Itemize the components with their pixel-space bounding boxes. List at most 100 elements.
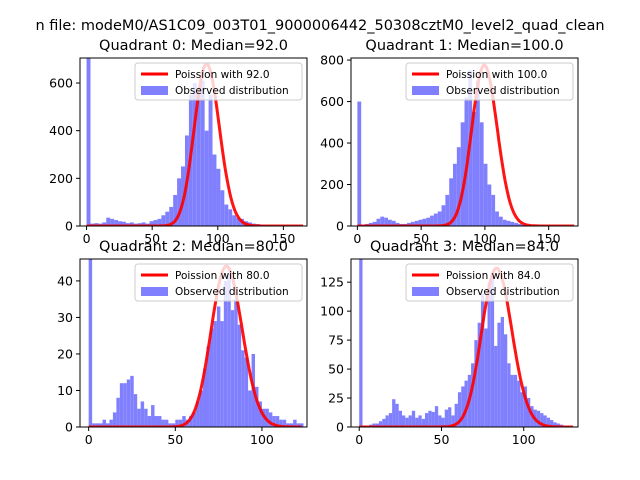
histogram-bar	[372, 221, 377, 226]
histogram-bar	[414, 220, 419, 226]
histogram-bar	[228, 209, 233, 226]
histogram-bar	[137, 408, 141, 427]
histogram-bar	[196, 401, 200, 427]
histogram-bar	[514, 222, 519, 226]
histogram-bar	[129, 222, 134, 226]
histogram-bar	[431, 411, 435, 427]
histogram-bar	[216, 168, 221, 226]
histogram-bar	[105, 423, 110, 427]
panel-title: Quadrant 1: Median=100.0	[365, 38, 563, 54]
histogram-bar	[483, 163, 488, 226]
histogram-bar	[199, 390, 204, 427]
histogram-bar	[418, 219, 423, 226]
legend-box	[405, 263, 574, 302]
x-tick-label: 0	[85, 432, 93, 447]
legend-bar-swatch	[412, 287, 439, 296]
histogram-bar	[357, 101, 362, 226]
x-tick-label: 150	[537, 231, 561, 246]
y-tick-label: 600	[320, 94, 344, 109]
y-tick-label: 25	[328, 391, 344, 406]
histogram-bar	[149, 221, 154, 226]
histogram-bar	[177, 178, 182, 226]
histogram-bar	[196, 94, 201, 226]
histogram-bar	[518, 223, 522, 226]
histogram-bar	[523, 386, 528, 427]
histogram-bar	[99, 423, 103, 427]
legend: Poission with 100.0 Observed distribution	[405, 62, 574, 101]
histogram-bar	[546, 417, 551, 427]
legend: Poission with 80.0 Observed distribution	[134, 263, 303, 302]
histogram-bar	[153, 220, 158, 226]
histogram-bar	[517, 380, 521, 427]
histogram-bar	[441, 417, 445, 427]
histogram-bar	[527, 398, 531, 427]
histogram-bar	[553, 422, 557, 427]
legend-box	[134, 263, 303, 302]
histogram-bar	[112, 412, 117, 427]
histogram-bar	[441, 205, 446, 226]
axes-frame	[350, 258, 579, 428]
histogram-bar	[411, 410, 416, 427]
x-tick-label: 0	[353, 231, 361, 246]
histogram-bar	[550, 420, 554, 427]
histogram-bar	[300, 423, 304, 427]
axes-frame	[79, 258, 308, 428]
histogram-bar	[102, 419, 106, 427]
histogram-bar	[268, 412, 273, 427]
y-tick-label: 50	[328, 362, 344, 377]
panel-title: Quadrant 3: Median=84.0	[370, 239, 559, 255]
histogram-bar	[382, 418, 386, 427]
histogram-bar	[234, 299, 238, 427]
histogram-bar	[387, 219, 392, 226]
y-tick-label: 400	[49, 123, 73, 138]
histogram-bar	[430, 215, 434, 226]
x-tick-label: 0	[83, 231, 91, 246]
legend-bar-swatch	[141, 287, 168, 296]
histogram-bar	[503, 334, 508, 427]
histogram-bar	[460, 122, 465, 226]
histogram-bar	[434, 406, 439, 427]
histogram-bar	[119, 383, 124, 427]
histogram-bar	[212, 154, 217, 226]
x-tick-label: 50	[167, 432, 183, 447]
x-tick-label: 100	[206, 231, 230, 246]
y-tick-label: 200	[320, 177, 344, 192]
x-tick-label: 50	[144, 231, 160, 246]
histogram-bar	[471, 363, 475, 427]
x-tick-label: 0	[355, 432, 363, 447]
histogram-bar	[422, 218, 427, 226]
panel-quadrant-1: 0 50 100 150 0 200 400 600 800 Quadrant 1: Median…	[320, 38, 579, 246]
histogram-bar	[133, 394, 138, 427]
histogram-bar	[449, 178, 454, 226]
panel-quadrant-3: 0 50 100 0 25 50 75 100 125 Quadrant 3: Median=84…	[320, 239, 579, 447]
histogram-bar	[490, 276, 495, 427]
histogram-bar	[275, 416, 280, 427]
histogram-bar	[385, 415, 389, 427]
histogram-bar	[296, 423, 301, 427]
histogram-bar	[375, 423, 379, 427]
x-tick-label: 150	[271, 231, 295, 246]
y-tick-label: 800	[320, 53, 344, 68]
histogram-bar	[241, 350, 245, 427]
histogram-bar	[556, 423, 560, 427]
legend: Poission with 92.0 Observed distribution	[134, 62, 303, 101]
histogram-bar	[154, 416, 158, 427]
axes-frame	[79, 57, 308, 227]
axes-frame	[350, 57, 579, 227]
x-tick-label: 100	[473, 231, 497, 246]
histogram-bar	[540, 413, 544, 427]
histogram-bar	[92, 423, 96, 427]
x-tick-label: 100	[512, 432, 536, 447]
poisson-curve	[88, 264, 302, 427]
y-tick-label: 200	[49, 171, 73, 186]
histogram-bar	[543, 415, 547, 427]
histogram-bar	[168, 423, 172, 427]
histogram-bar	[464, 380, 468, 427]
histogram-bar	[178, 419, 183, 427]
legend-bar-swatch	[141, 86, 168, 95]
histogram-bar	[223, 280, 228, 427]
histogram-bar	[161, 215, 166, 226]
histogram-bar	[487, 282, 491, 427]
legend-label-observed: Observed distribution	[446, 286, 560, 298]
histogram-bar	[189, 416, 193, 427]
